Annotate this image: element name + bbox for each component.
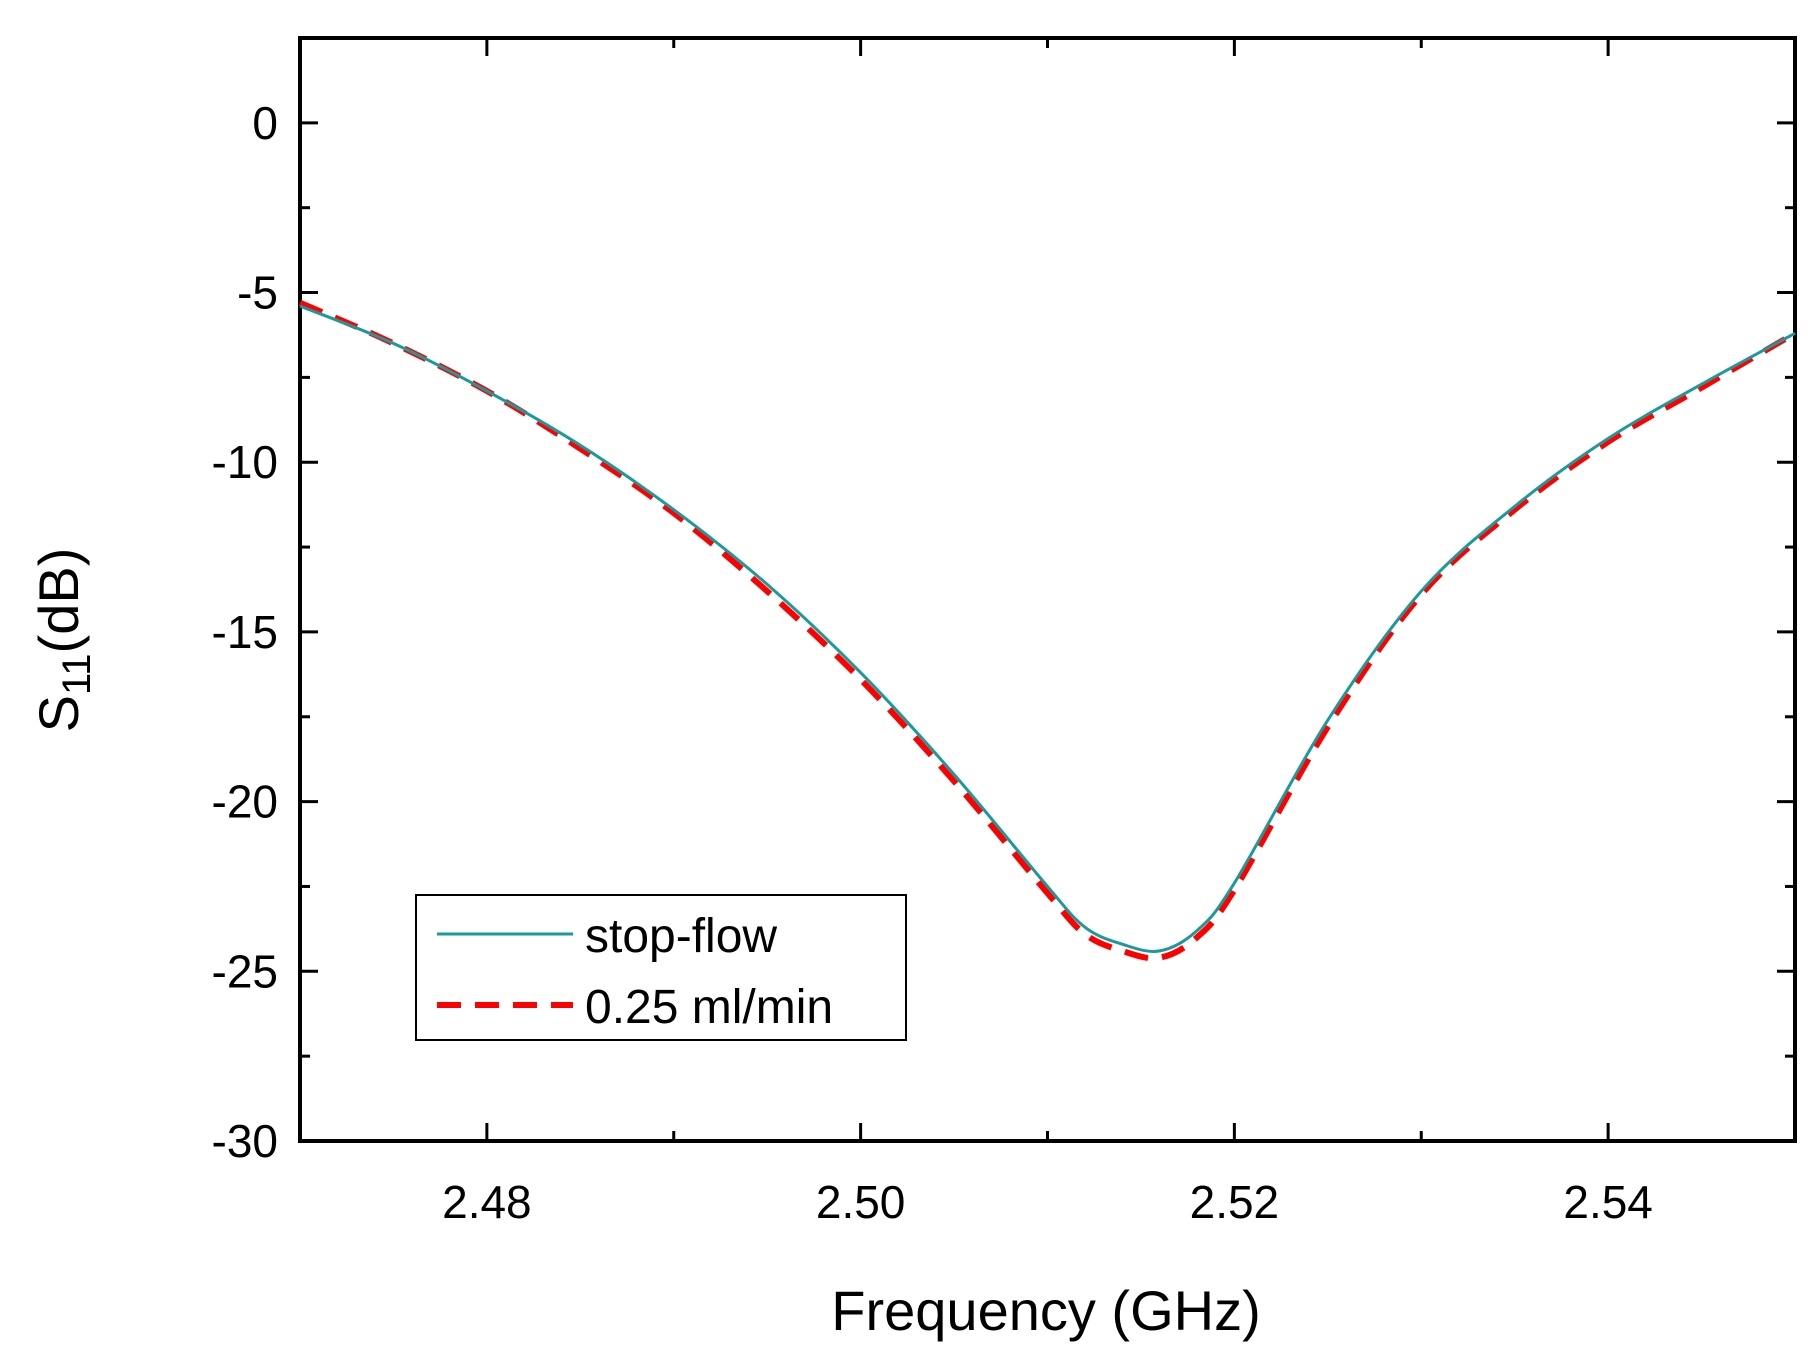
series-layer [298,299,1797,962]
series-line-stop-flow [299,304,1796,953]
y-tick-label: -25 [212,945,278,997]
ticks-layer: 2.48 2.50 2.52 2.54 0 -5 -10 -15 -20 -25 -30 [212,36,1797,1228]
y-tick-label: -10 [212,436,278,488]
legend: stop-flow 0.25 ml/min [415,894,907,1041]
x-tick-label: 2.54 [1563,1176,1653,1228]
y-tick-label: -15 [212,606,278,658]
y-tick-label: -30 [212,1115,278,1167]
x-tick-label: 2.48 [442,1176,532,1228]
x-tick-label: 2.52 [1190,1176,1280,1228]
svg-text:S11(dB): S11(dB) [27,548,99,733]
legend-label-flow: 0.25 ml/min [585,981,833,1034]
y-axis-title-unit: (dB) [27,548,90,654]
y-axis-title-subscript: 11 [55,653,99,695]
y-tick-label: -20 [212,776,278,828]
x-axis-title: Frequency (GHz) [831,1279,1260,1342]
legend-box [415,894,907,1041]
series-line-flow [298,299,1797,962]
y-axis-title-main: S [27,695,90,732]
legend-label-stop-flow: stop-flow [585,910,777,963]
y-tick-label: -5 [237,267,278,319]
y-tick-label: 0 [252,97,278,149]
x-tick-label: 2.50 [816,1176,906,1228]
y-axis-title: S11(dB) [27,548,99,733]
